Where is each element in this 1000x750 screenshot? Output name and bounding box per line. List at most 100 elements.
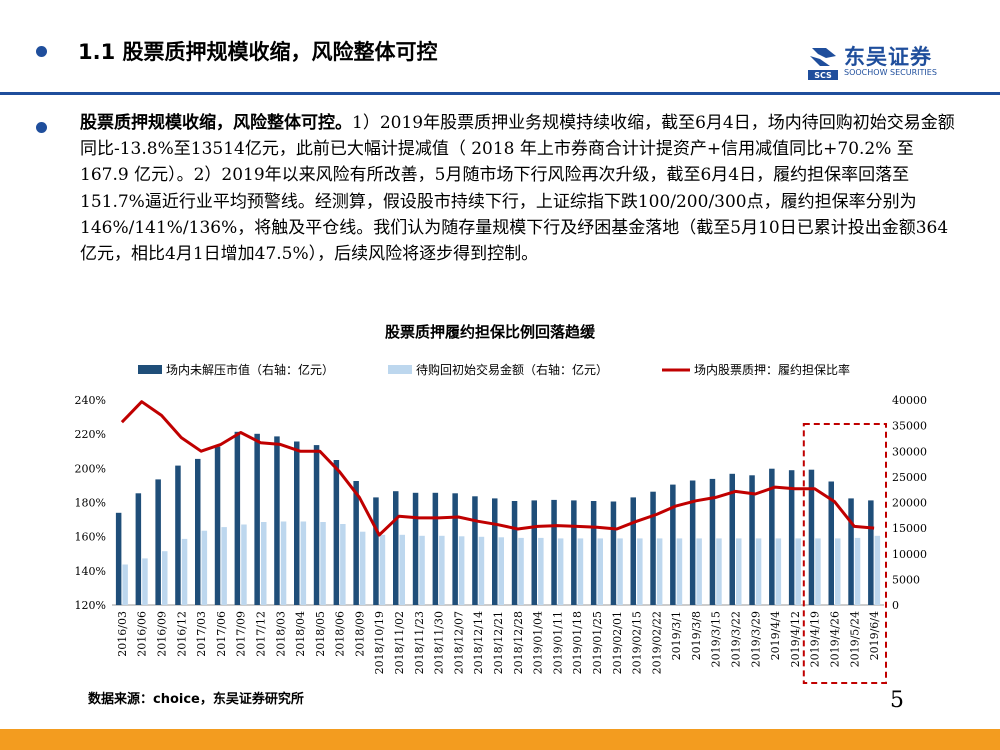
right-axis-tick-label: 30000 — [892, 445, 927, 458]
left-axis-tick-label: 160% — [75, 531, 106, 544]
bar-repurchase-amount — [478, 536, 485, 605]
legend-label-pledged: 场内未解压市值（右轴：亿元） — [166, 362, 334, 377]
x-axis-tick-label: 2018/04 — [294, 611, 307, 657]
bar-repurchase-amount — [399, 534, 405, 605]
x-axis-tick-label: 2016/06 — [136, 611, 149, 657]
logo-mark-icon: SCS — [808, 48, 838, 80]
x-axis-tick-label: 2018/12/14 — [472, 611, 485, 674]
left-axis-tick-label: 220% — [75, 428, 106, 441]
bar-pledged-value — [412, 492, 419, 605]
bar-pledged-value — [670, 484, 676, 605]
bar-repurchase-amount — [637, 538, 643, 605]
bar-pledged-value — [749, 475, 755, 605]
bar-pledged-value — [472, 496, 478, 605]
left-axis-tick-label: 140% — [75, 565, 106, 578]
bar-repurchase-amount — [162, 551, 168, 605]
chart-plot-area: 120% 140% 160% 180% 200% 220% 240% 0 5000 10000 15… — [75, 394, 927, 684]
bar-repurchase-amount — [736, 538, 742, 605]
header-divider — [0, 92, 1000, 95]
bar-pledged-value — [492, 498, 498, 605]
bar-repurchase-amount — [854, 537, 861, 605]
bar-pledged-value — [511, 501, 518, 605]
x-axis-tick-label: 2019/5/24 — [848, 611, 861, 667]
x-axis-tick-label: 2018/11/30 — [433, 611, 446, 674]
bar-repurchase-amount — [261, 522, 267, 605]
bar-pledged-value — [214, 446, 221, 605]
x-axis-tick-label: 2019/3/15 — [710, 611, 723, 667]
summary-lead: 股票质押规模收缩，风险整体可控。 — [80, 113, 352, 133]
bar-pledged-value — [610, 501, 617, 605]
right-axis-tick-label: 40000 — [892, 394, 927, 407]
bar-repurchase-amount — [340, 524, 346, 605]
bar-repurchase-amount — [656, 538, 663, 605]
right-axis-tick-label: 20000 — [892, 497, 927, 510]
x-axis-tick-label: 2019/4/26 — [829, 611, 842, 667]
left-axis-tick-label: 240% — [75, 394, 106, 407]
bar-pledged-value — [115, 512, 122, 606]
right-axis-tick-label: 0 — [892, 599, 899, 612]
summary-text: 1）2019年股票质押业务规模持续收缩，截至6月4日，场内待回购初始交易金额同比… — [80, 113, 955, 265]
left-axis-tick-label: 180% — [75, 497, 106, 510]
x-axis-tick-label: 2018/11/23 — [413, 611, 426, 674]
x-axis-tick-label: 2018/09 — [353, 611, 366, 657]
summary-paragraph: 股票质押规模收缩，风险整体可控。1）2019年股票质押业务规模持续收缩，截至6月… — [80, 110, 960, 267]
bar-repurchase-amount — [221, 527, 227, 605]
bar-repurchase-amount — [775, 538, 782, 605]
bar-repurchase-amount — [439, 535, 445, 605]
x-axis-tick-label: 2018/12/28 — [512, 611, 525, 674]
bar-pledged-value — [848, 498, 854, 605]
x-axis-tick-label: 2018/03 — [274, 611, 287, 657]
x-axis-tick-label: 2019/02/22 — [650, 611, 663, 674]
bar-pledged-value — [571, 500, 577, 605]
right-axis-tick-label: 15000 — [892, 522, 927, 535]
bar-repurchase-amount — [498, 537, 504, 605]
x-axis-tick-label: 2017/09 — [235, 611, 248, 657]
x-axis-tick-label: 2018/06 — [334, 611, 347, 657]
title-bullet-icon — [36, 46, 47, 57]
bar-pledged-value — [175, 465, 181, 605]
page-number: 5 — [890, 688, 904, 713]
bar-repurchase-amount — [676, 538, 683, 605]
bar-pledged-value — [769, 468, 775, 605]
x-axis-tick-label: 2019/3/29 — [749, 611, 762, 667]
bar-repurchase-amount — [181, 538, 188, 605]
logo-name-en: SOOCHOW SECURITIES — [844, 68, 937, 77]
bar-pledged-value — [531, 500, 537, 605]
x-axis-tick-label: 2019/01/18 — [571, 611, 584, 674]
x-axis-tick-label: 2018/10/19 — [373, 611, 386, 674]
bar-pledged-value — [294, 441, 300, 605]
bar-repurchase-amount — [716, 538, 722, 605]
x-axis-tick-label: 2018/11/02 — [393, 611, 406, 674]
page-title: 1.1 股票质押规模收缩，风险整体可控 — [78, 40, 438, 64]
x-axis-tick-label: 2019/02/15 — [631, 611, 644, 674]
bar-pledged-value — [590, 501, 597, 605]
right-axis-tick-label: 5000 — [892, 573, 920, 586]
right-axis-tick-label: 25000 — [892, 471, 927, 484]
bar-repurchase-amount — [300, 521, 307, 605]
legend-label-repurchase: 待购回初始交易金额（右轴：亿元） — [416, 362, 608, 377]
x-axis-tick-label: 2016/09 — [156, 611, 169, 657]
bar-pledged-value — [828, 481, 834, 605]
bar-repurchase-amount — [577, 538, 584, 605]
x-axis-tick-label: 2017/06 — [215, 611, 228, 657]
bar-repurchase-amount — [122, 564, 128, 605]
bar-repurchase-amount — [696, 538, 702, 605]
bar-pledged-value — [689, 480, 696, 605]
bar-repurchase-amount — [458, 536, 465, 605]
x-axis-tick-label: 2019/01/04 — [532, 611, 545, 674]
paragraph-bullet-icon — [36, 122, 47, 133]
bar-pledged-value — [195, 458, 201, 605]
bar-pledged-value — [373, 497, 379, 605]
brand-logo: SCS 东吴证券 SOOCHOW SECURITIES — [806, 44, 976, 82]
data-source: 数据来源：choice，东吴证券研究所 — [88, 692, 304, 707]
bar-pledged-value — [432, 492, 439, 605]
left-axis-tick-label: 200% — [75, 462, 106, 475]
x-axis-tick-label: 2019/01/11 — [551, 611, 564, 674]
header: 1.1 股票质押规模收缩，风险整体可控 SCS 东吴证券 SOOCHOW SEC… — [0, 0, 1000, 95]
legend-label-ratio: 场内股票质押：履约担保比率 — [694, 362, 850, 377]
footer-bar — [0, 729, 1000, 750]
bar-repurchase-amount — [755, 538, 762, 605]
bar-repurchase-amount — [795, 538, 801, 605]
x-axis-tick-label: 2019/01/25 — [591, 611, 604, 674]
bar-repurchase-amount — [557, 538, 564, 605]
